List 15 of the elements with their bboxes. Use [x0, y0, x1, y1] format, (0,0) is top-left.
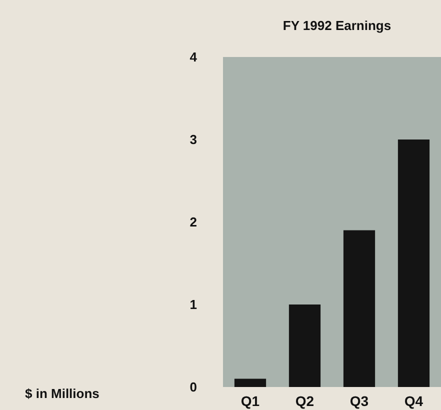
x-tick-label: Q1 [240, 393, 260, 409]
y-tick-label: 0 [190, 380, 197, 394]
bar [343, 230, 376, 387]
x-tick-label: Q3 [350, 393, 369, 409]
x-tick-label: Q4 [404, 393, 424, 409]
text: $ in Millions [25, 386, 100, 401]
bar [234, 378, 266, 387]
y-tick-label: 4 [190, 50, 198, 64]
y-tick-label: 1 [190, 297, 197, 312]
x-tick-label: Q2 [295, 393, 314, 409]
bar [398, 140, 430, 387]
chart-title: FY 1992 Earnings [282, 18, 392, 33]
y-tick-label: 2 [190, 214, 197, 230]
y-tick-label: 3 [190, 132, 197, 147]
bar [288, 304, 321, 387]
